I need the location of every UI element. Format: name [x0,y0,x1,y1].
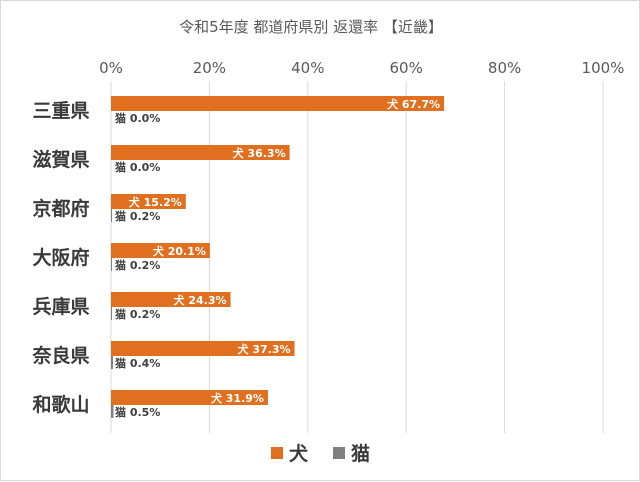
bar-dog [111,243,210,258]
bar-dog [111,390,268,405]
data-label-cat: 猫 0.2% [115,307,160,321]
legend-label-dog: 犬 [289,442,309,465]
data-label-dog: 犬 31.9% [211,391,264,405]
bar-cat [111,307,112,320]
category-label: 京都府 [32,197,89,220]
data-label-cat: 猫 0.4% [115,356,160,370]
chart-title: 令和5年度 都道府県別 返還率 【近畿】 [179,18,443,36]
legend-label-cat: 猫 [351,442,370,465]
legend-swatch-cat [333,447,345,459]
data-label-cat: 猫 0.5% [115,405,160,419]
bar-cat [111,209,112,222]
gridlines [110,81,604,433]
bar-dog [111,96,445,111]
category-label: 和歌山 [32,393,89,416]
bars [111,96,445,418]
data-label-cat: 猫 0.2% [115,209,160,223]
bar-dog [111,292,231,307]
x-axis-ticks: 0% 20% 40% 60% 80% 100% [99,59,624,77]
data-label-dog: 犬 36.3% [233,146,286,160]
x-tick-label: 40% [291,59,324,77]
data-label-dog: 犬 24.3% [174,293,227,307]
category-label: 兵庫県 [32,295,89,318]
data-label-dog: 犬 15.2% [129,195,182,209]
bar-cat [111,405,114,418]
legend: 犬猫 [271,442,370,465]
bar-dog [111,194,186,209]
bar-cat [111,356,113,369]
x-tick-label: 0% [99,59,123,77]
category-label: 奈良県 [31,344,89,367]
x-tick-label: 60% [390,59,423,77]
x-tick-label: 80% [488,59,521,77]
legend-swatch-dog [271,447,283,459]
bar-dog [111,145,290,160]
x-tick-label: 20% [193,59,226,77]
bar-dog [111,341,295,356]
x-tick-label: 100% [582,59,625,77]
data-labels: 犬 67.7%猫 0.0%犬 36.3%猫 0.0%犬 15.2%猫 0.2%犬… [115,97,440,419]
data-label-cat: 猫 0.0% [115,111,160,125]
category-label: 三重県 [32,100,89,122]
data-label-cat: 猫 0.2% [115,258,160,272]
bar-cat [111,258,112,271]
data-label-cat: 猫 0.0% [115,160,160,174]
data-label-dog: 犬 37.3% [238,342,291,356]
category-label: 大阪府 [32,246,89,269]
data-label-dog: 犬 67.7% [387,97,440,111]
data-label-dog: 犬 20.1% [153,244,206,258]
category-label: 滋賀県 [32,148,89,171]
